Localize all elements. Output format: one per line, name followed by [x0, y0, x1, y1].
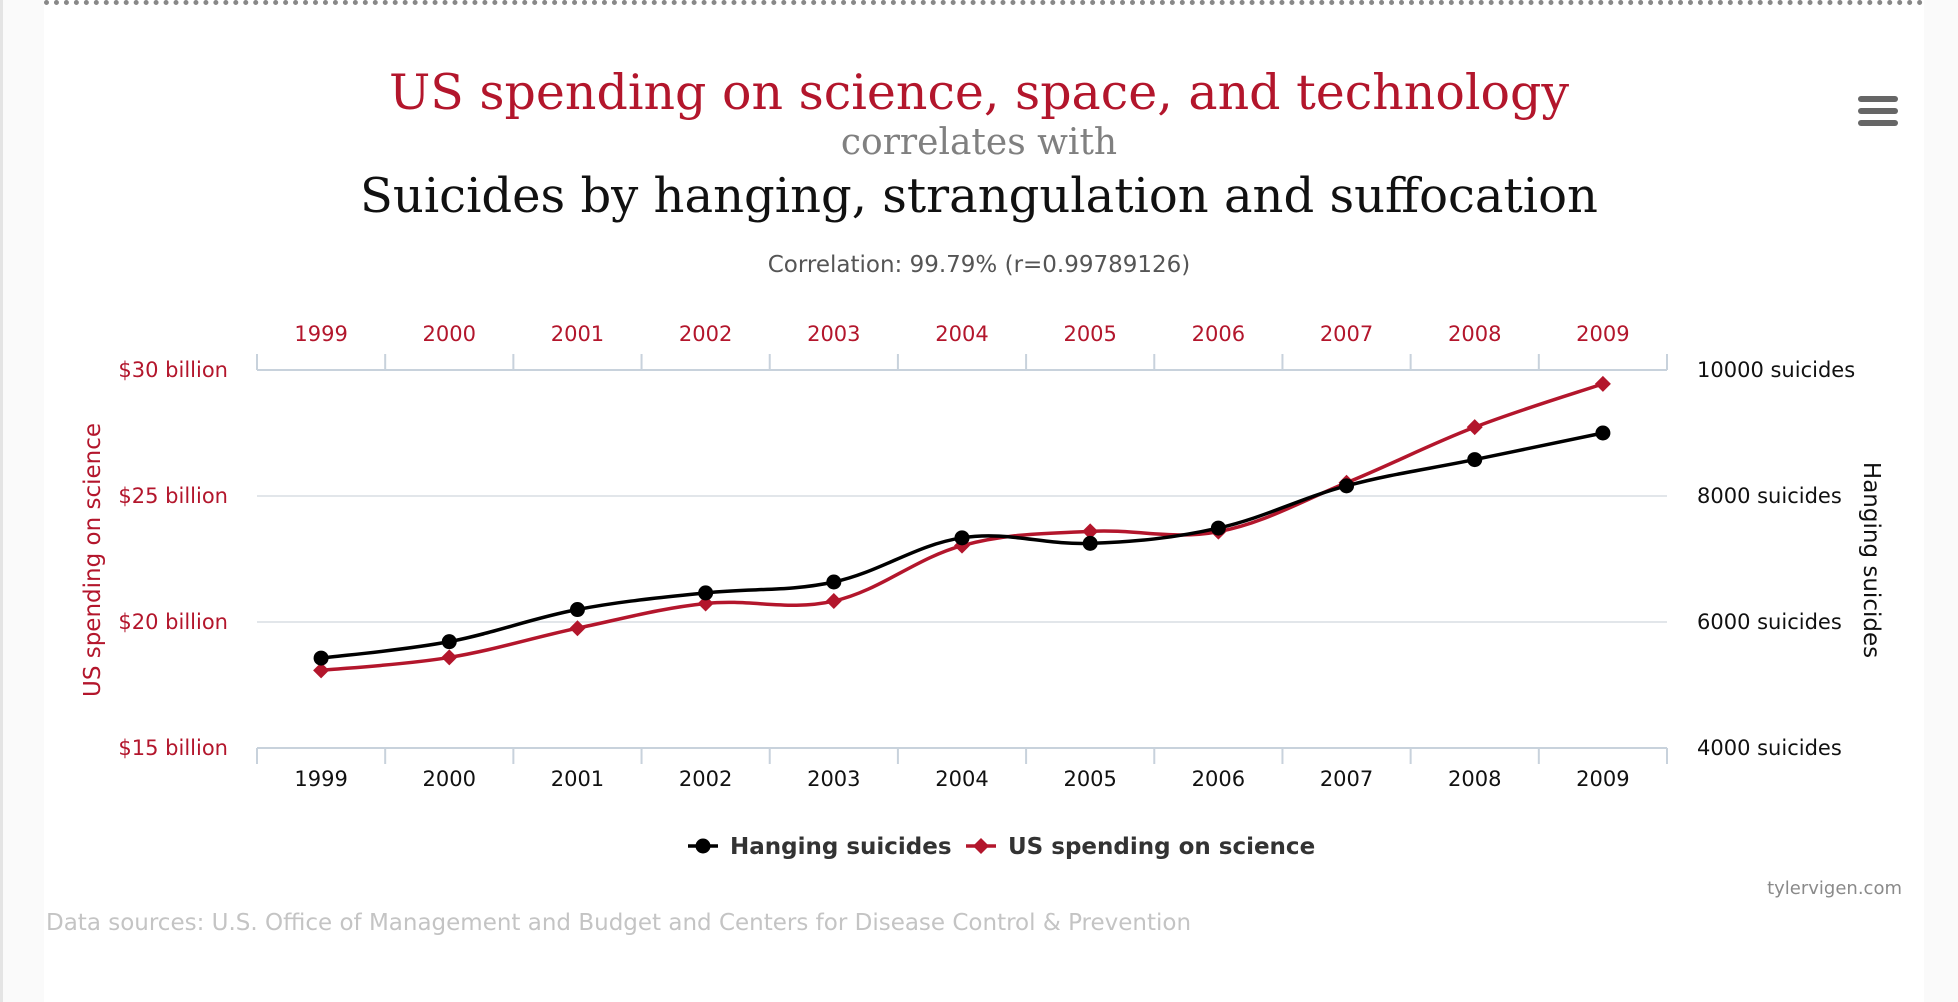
menu-bar [1858, 96, 1898, 102]
bottom-axis-label: 2005 [1063, 767, 1116, 791]
spending-data-point [697, 595, 714, 612]
chart-title-secondary: Suicides by hanging, strangulation and s… [360, 168, 1598, 224]
legend-marker [973, 838, 989, 854]
right-axis-title: Hanging suicides [1858, 462, 1884, 658]
hamburger-menu-icon[interactable] [1858, 96, 1898, 126]
spending-data-point [1082, 523, 1099, 540]
suicides-data-point [1467, 452, 1483, 468]
chart-title-primary: US spending on science, space, and techn… [388, 64, 1570, 121]
left-axis-label: $20 billion [118, 610, 228, 634]
top-axis-label: 1999 [294, 322, 347, 346]
bottom-axis-label: 2003 [807, 767, 860, 791]
left-axis-label: $15 billion [118, 736, 228, 760]
top-axis-label: 2009 [1576, 322, 1629, 346]
right-axis-label: 6000 suicides [1697, 610, 1842, 634]
bottom-axis-label: 2009 [1576, 767, 1629, 791]
legend-marker [695, 838, 711, 854]
top-axis-label: 2005 [1063, 322, 1116, 346]
chart-title-connector: correlates with [840, 122, 1118, 163]
spending-data-point [825, 593, 842, 610]
credits-link[interactable]: tylervigen.com [1767, 878, 1902, 899]
top-axis-label: 2004 [935, 322, 988, 346]
left-border [0, 0, 3, 1002]
top-axis-label: 2007 [1320, 322, 1373, 346]
left-axis-label: $30 billion [118, 358, 228, 382]
spending-data-point [313, 662, 330, 679]
spending-data-point [1594, 375, 1611, 392]
data-sources-note: Data sources: U.S. Office of Management … [46, 910, 1192, 936]
bottom-axis-label: 2002 [679, 767, 732, 791]
top-axis-label: 2006 [1192, 322, 1245, 346]
right-axis-label: 8000 suicides [1697, 484, 1842, 508]
suicides-data-point [698, 585, 714, 601]
bottom-axis-label: 1999 [294, 767, 347, 791]
spending-series-line [320, 382, 1604, 673]
dotted-divider [44, 0, 1924, 5]
menu-bar [1858, 108, 1898, 114]
legend-label: US spending on science [1008, 834, 1315, 860]
suicides-data-point [1210, 520, 1226, 536]
right-axis-label: 10000 suicides [1697, 358, 1855, 382]
left-axis-label: $25 billion [118, 484, 228, 508]
legend-label: Hanging suicides [730, 834, 952, 860]
top-axis-label: 2003 [807, 322, 860, 346]
bottom-axis-label: 2004 [935, 767, 988, 791]
bottom-axis-label: 2006 [1192, 767, 1245, 791]
chart-card [44, 0, 1924, 1002]
suicides-data-point [569, 602, 585, 618]
suicides-data-point [954, 530, 970, 546]
suicides-data-point [313, 650, 329, 666]
suicides-data-point [441, 634, 457, 650]
suicides-data-point [1595, 425, 1611, 441]
suicides-data-point [826, 574, 842, 590]
bottom-axis-label: 2000 [423, 767, 476, 791]
bottom-axis-label: 2001 [551, 767, 604, 791]
spending-data-point [1466, 419, 1483, 436]
bottom-axis-label: 2008 [1448, 767, 1501, 791]
top-axis-label: 2002 [679, 322, 732, 346]
left-axis-title: US spending on science [80, 423, 106, 697]
top-axis-label: 2008 [1448, 322, 1501, 346]
correlation-subtitle: Correlation: 99.79% (r=0.99789126) [767, 252, 1191, 278]
suicides-data-point [1339, 478, 1355, 494]
bottom-axis-label: 2007 [1320, 767, 1373, 791]
right-axis-label: 4000 suicides [1697, 736, 1842, 760]
spending-data-point [569, 620, 586, 637]
suicides-data-point [1082, 535, 1098, 551]
menu-bar [1858, 120, 1898, 126]
spending-data-point [441, 649, 458, 666]
top-axis-label: 2000 [423, 322, 476, 346]
top-axis-label: 2001 [551, 322, 604, 346]
